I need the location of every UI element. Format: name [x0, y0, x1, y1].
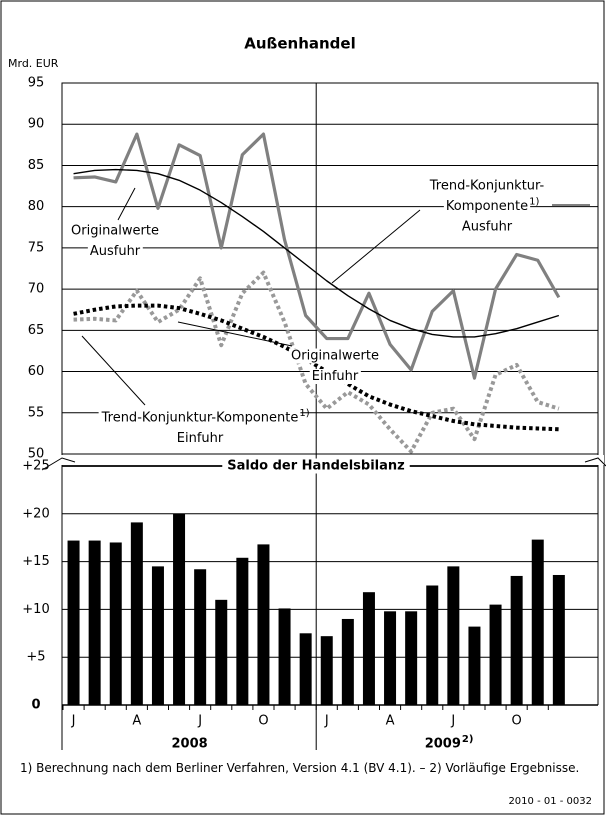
label-bg [426, 178, 547, 194]
series-label: Komponente [446, 199, 528, 214]
leader-lines [81, 187, 590, 406]
y-tick-label: 50 [28, 447, 45, 462]
label-bg [309, 369, 361, 384]
bar [109, 542, 122, 705]
bar [194, 569, 207, 705]
label-bg [459, 219, 515, 235]
series-label: Originalwerte [71, 224, 159, 239]
y-tick-label: 70 [28, 282, 45, 297]
label-bg [98, 410, 301, 426]
series-label: Trend-Konjunktur- [429, 179, 545, 194]
bar [67, 540, 80, 705]
bar [151, 566, 164, 705]
break-gap [590, 455, 604, 465]
y-tick-label: 90 [28, 117, 45, 132]
y-tick-label: 60 [28, 364, 45, 379]
bar [405, 611, 418, 705]
y-tick-label: +20 [22, 506, 49, 521]
bar [384, 611, 397, 705]
series-line [73, 168, 560, 338]
bar [531, 539, 544, 705]
series-label: Originalwerte [291, 349, 379, 364]
y-tick-label: 80 [28, 199, 45, 214]
label-bg [174, 431, 226, 446]
x-tick-label: O [512, 714, 522, 729]
y-tick-label: 65 [28, 323, 45, 338]
bar [236, 557, 249, 705]
year-label: 2008 [172, 737, 208, 752]
bar [278, 608, 291, 705]
bar [341, 618, 354, 705]
year-label: 2009 [425, 737, 461, 752]
series-label: Einfuhr [312, 369, 359, 384]
break-gap [55, 455, 69, 465]
y-tick-label: 85 [28, 158, 45, 173]
x-tick-label: J [71, 714, 76, 729]
code: 2010 - 01 - 0032 [508, 796, 592, 807]
bar [489, 604, 502, 705]
bar [257, 544, 270, 705]
title-bg [222, 458, 410, 474]
bar [88, 540, 101, 705]
label-bg [289, 348, 381, 364]
y-axis-label: Mrd. EUR [8, 57, 59, 70]
x-tick-label: J [324, 714, 329, 729]
series-label: Ausfuhr [462, 220, 513, 235]
y-tick-label: 55 [28, 405, 45, 420]
panel-title: Saldo der Handelsbilanz [227, 459, 404, 474]
bar [299, 633, 312, 705]
x-tick-label: J [197, 714, 202, 729]
series-line [73, 132, 561, 380]
y-tick-label: +5 [26, 650, 45, 665]
series-label: Ausfuhr [90, 244, 141, 259]
bar [320, 636, 333, 705]
y-tick-label: +25 [22, 459, 49, 474]
bar [468, 626, 481, 705]
label-bg [69, 223, 161, 239]
series-label: Trend-Konjunktur-Komponente [101, 411, 299, 426]
series-label-note: 1) [299, 408, 309, 419]
series-line [73, 303, 559, 432]
chart-title: Außenhandel [244, 35, 355, 53]
bar [215, 599, 228, 705]
series-label: Einfuhr [177, 431, 224, 446]
bar [173, 513, 186, 705]
bar [362, 592, 375, 705]
label-bg [87, 244, 143, 259]
x-tick-label: O [258, 714, 268, 729]
bar [130, 522, 143, 705]
footnote: 1) Berechnung nach dem Berliner Verfahre… [20, 761, 580, 775]
y-tick-label: +15 [22, 554, 49, 569]
axis-break [584, 457, 606, 467]
y-tick-label: +10 [22, 602, 49, 617]
y-tick-label: 75 [28, 240, 45, 255]
x-tick-label: A [132, 714, 141, 729]
bar [510, 575, 523, 705]
y-tick-label: 0 [31, 698, 40, 713]
x-tick-label: A [386, 714, 395, 729]
bar [426, 585, 439, 705]
bar [552, 574, 565, 705]
year-note: 2) [462, 734, 474, 745]
bar [447, 566, 460, 705]
x-tick-label: J [450, 714, 455, 729]
series-line [73, 270, 560, 454]
label-bg [443, 199, 531, 214]
y-tick-label: 95 [28, 76, 45, 91]
series-label-note: 1) [529, 197, 539, 208]
axis-break [41, 457, 76, 471]
